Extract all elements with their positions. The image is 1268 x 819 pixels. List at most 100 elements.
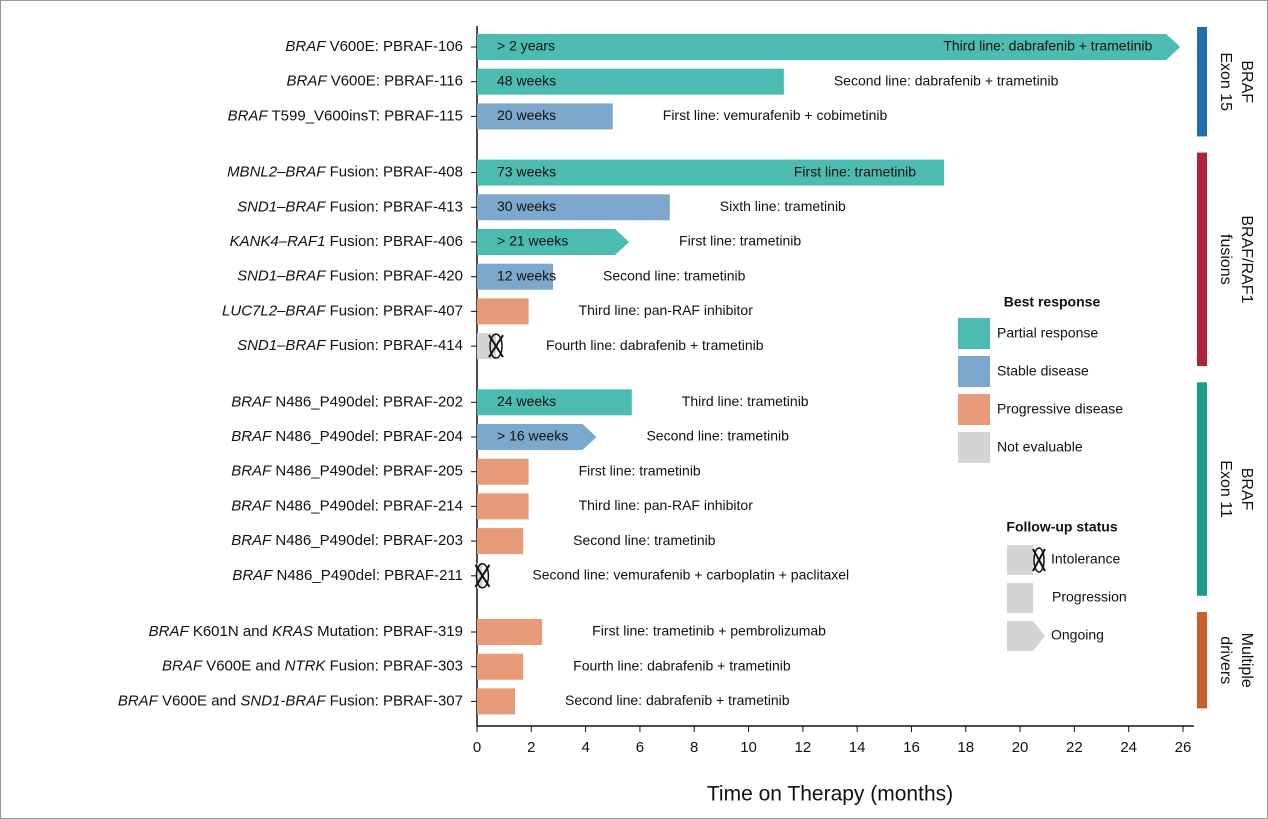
category-part: BRAF — [231, 428, 272, 445]
category-label: BRAF T599_V600insT: PBRAF-115 — [228, 107, 463, 124]
therapy-label: Second line: dabrafenib + trametinib — [565, 692, 790, 708]
duration-label: 48 weeks — [497, 72, 556, 88]
legend-symbol — [1033, 547, 1045, 573]
intolerance-marker — [489, 333, 503, 359]
category-part: Fusion: PBRAF-414 — [325, 337, 463, 354]
category-part: Fusion: PBRAF-420 — [325, 268, 463, 285]
therapy-label: Second line: dabrafenib + trametinib — [834, 72, 1059, 88]
legend-symbol — [1007, 621, 1045, 651]
legend-swatch — [958, 432, 990, 463]
bar — [477, 194, 670, 221]
therapy-label: Third line: pan-RAF inhibitor — [579, 497, 754, 513]
category-part: Fusion: PBRAF-413 — [325, 198, 463, 215]
bar — [477, 68, 784, 95]
category-part: N486_P490del: PBRAF-204 — [271, 428, 463, 445]
category-part: T599_V600insT: PBRAF-115 — [268, 107, 463, 124]
x-tick-label: 20 — [1012, 739, 1029, 756]
category-label: SND1–BRAF Fusion: PBRAF-414 — [237, 337, 463, 354]
duration-label: > 21 weeks — [497, 233, 568, 249]
category-part: Fusion: PBRAF-408 — [325, 164, 463, 181]
bar — [477, 298, 529, 325]
legend-label: Stable disease — [997, 363, 1089, 379]
category-part: BRAF — [231, 532, 272, 549]
therapy-label: Fourth line: dabrafenib + trametinib — [546, 337, 764, 353]
therapy-label: First line: vemurafenib + cobimetinib — [663, 107, 888, 123]
category-part: BRAF — [228, 107, 269, 124]
category-part: Fusion: PBRAF-407 — [325, 302, 463, 319]
legend-symbol — [1007, 545, 1033, 575]
category-part: V600E: PBRAF-106 — [325, 38, 463, 55]
therapy-label: First line: trametinib — [679, 233, 801, 249]
legend-label: Partial response — [997, 325, 1098, 341]
category-part: NTRK — [285, 658, 327, 675]
intolerance-marker — [474, 564, 491, 588]
group-label: BRAF — [1238, 468, 1255, 511]
group-band — [1197, 382, 1207, 596]
group-label: BRAF — [1238, 60, 1255, 103]
therapy-label: Third line: trametinib — [682, 393, 809, 409]
group-label: fusions — [1217, 234, 1234, 285]
legend-title: Best response — [1004, 294, 1101, 310]
x-tick-label: 24 — [1120, 739, 1137, 756]
category-label: SND1–BRAF Fusion: PBRAF-420 — [237, 268, 463, 285]
group-band — [1197, 27, 1207, 137]
intolerance-marker — [488, 334, 504, 358]
legend-title: Follow-up status — [1006, 519, 1117, 535]
group-band — [1197, 612, 1207, 709]
bar — [477, 528, 524, 555]
legend-label: Not evaluable — [997, 439, 1083, 455]
duration-label: > 2 years — [497, 38, 555, 54]
category-part: V600E and — [202, 658, 285, 675]
group-label: drivers — [1217, 636, 1234, 684]
x-tick-label: 0 — [473, 739, 481, 756]
therapy-label: First line: trametinib — [579, 462, 701, 478]
x-tick-label: 14 — [849, 739, 866, 756]
category-label: MBNL2–BRAF Fusion: PBRAF-408 — [227, 164, 463, 181]
bar — [477, 263, 554, 290]
x-tick-label: 4 — [581, 739, 589, 756]
therapy-label: Third line: dabrafenib + trametinib — [943, 38, 1152, 54]
legend-label: Progressive disease — [997, 401, 1123, 417]
group-band — [1197, 152, 1207, 367]
category-part: Fusion: PBRAF-406 — [325, 233, 463, 250]
category-part: N486_P490del: PBRAF-205 — [271, 463, 463, 480]
category-label: BRAF N486_P490del: PBRAF-204 — [231, 428, 463, 445]
category-part: SND1–BRAF — [237, 268, 326, 285]
legend-label: Progression — [1052, 589, 1127, 605]
category-label: BRAF N486_P490del: PBRAF-202 — [231, 393, 463, 410]
group-label: BRAF/RAF1 — [1238, 215, 1255, 303]
therapy-label: Second line: vemurafenib + carboplatin +… — [532, 567, 849, 583]
category-part: BRAF — [287, 73, 328, 90]
x-tick-label: 10 — [740, 739, 757, 756]
x-axis-title: Time on Therapy (months) — [707, 783, 953, 806]
category-part: BRAF — [118, 692, 159, 709]
category-part: BRAF — [231, 463, 272, 480]
x-tick-label: 22 — [1066, 739, 1083, 756]
duration-label: 73 weeks — [497, 163, 556, 179]
category-part: N486_P490del: PBRAF-214 — [271, 497, 463, 514]
group-label: Exon 15 — [1217, 52, 1234, 111]
bar — [477, 103, 613, 130]
category-label: LUC7L2–BRAF Fusion: PBRAF-407 — [222, 302, 463, 319]
category-label: BRAF V600E: PBRAF-116 — [287, 73, 463, 90]
category-part: SND1-BRAF — [240, 692, 326, 709]
therapy-label: Third line: pan-RAF inhibitor — [579, 302, 754, 318]
x-tick-label: 26 — [1175, 739, 1192, 756]
therapy-label: Sixth line: trametinib — [720, 198, 846, 214]
legend-swatch — [958, 394, 990, 425]
duration-label: 20 weeks — [497, 107, 556, 123]
group-label: Exon 11 — [1217, 460, 1234, 518]
category-part: V600E and — [158, 692, 241, 709]
bar — [477, 159, 945, 186]
x-tick-label: 18 — [957, 739, 974, 756]
category-part: BRAF — [285, 38, 326, 55]
category-part: SND1–BRAF — [237, 198, 326, 215]
category-part: BRAF — [149, 623, 190, 640]
category-part: BRAF — [162, 658, 203, 675]
category-label: BRAF N486_P490del: PBRAF-214 — [231, 497, 463, 514]
category-part: Mutation: PBRAF-319 — [313, 623, 463, 640]
bar — [477, 389, 632, 416]
category-label: BRAF N486_P490del: PBRAF-211 — [232, 567, 463, 584]
legend-symbol — [1007, 583, 1033, 613]
bar — [477, 458, 529, 485]
